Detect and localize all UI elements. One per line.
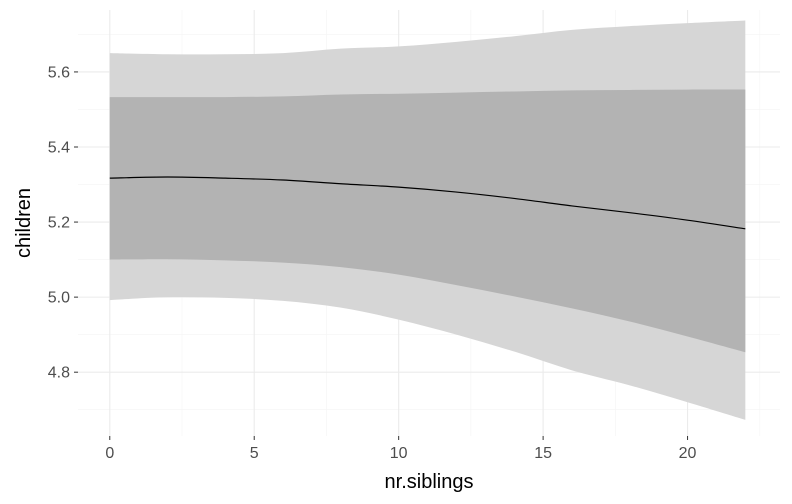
x-axis-ticks: 0 5 10 15 20 — [105, 436, 697, 462]
x-tick-label-20: 20 — [679, 445, 697, 462]
x-tick-label-15: 15 — [534, 445, 552, 462]
inner-confidence-band — [109, 89, 746, 353]
y-tick-label-5.0: 5.0 — [48, 290, 70, 307]
y-tick-label-5.4: 5.4 — [48, 139, 70, 156]
y-tick-label-5.2: 5.2 — [48, 215, 70, 232]
x-tick-label-5: 5 — [250, 445, 259, 462]
x-axis-title: nr.siblings — [385, 471, 474, 493]
y-axis-ticks: 4.8 5.0 5.2 5.4 5.6 — [48, 64, 78, 382]
fitted-line — [109, 176, 746, 230]
y-tick-label-5.6: 5.6 — [48, 64, 70, 81]
x-tick-label-0: 0 — [105, 445, 114, 462]
y-axis-title: children — [13, 188, 35, 258]
y-tick-label-4.8: 4.8 — [48, 365, 70, 382]
x-tick-label-10: 10 — [390, 445, 408, 462]
